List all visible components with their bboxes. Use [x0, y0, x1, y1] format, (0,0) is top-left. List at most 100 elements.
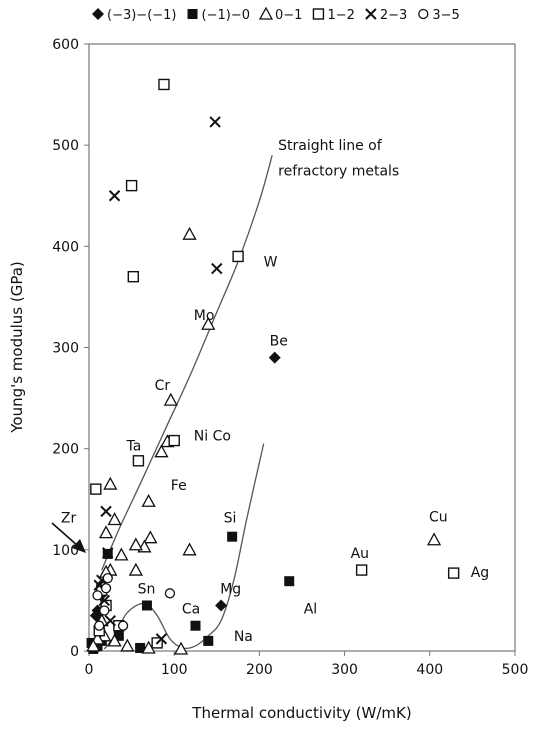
data-point — [102, 547, 114, 559]
data-point — [94, 620, 105, 631]
x-axis-ticks: 0 100 200 300 400 500 — [85, 651, 529, 678]
annotation-label: Si — [224, 511, 237, 527]
data-point — [128, 537, 143, 551]
low-curve-curve — [103, 443, 265, 650]
data-point — [107, 512, 122, 526]
legend-label: 2−3 — [380, 8, 407, 23]
legend-marker — [187, 9, 198, 19]
y-tick-label: 400 — [52, 239, 79, 255]
legend-marker — [258, 6, 274, 20]
data-point — [135, 642, 146, 653]
data-point — [98, 525, 114, 539]
annotation-label: Cr — [155, 378, 171, 394]
legend-marker — [418, 8, 429, 20]
legend-marker — [312, 8, 325, 20]
curves — [101, 155, 273, 650]
data-point — [113, 630, 124, 641]
zr-arrow — [51, 522, 79, 547]
annotation-label: Ag — [471, 565, 489, 581]
data-point — [355, 564, 368, 576]
data-point — [100, 583, 112, 594]
x-tick-label: 100 — [161, 662, 188, 678]
legend-label: (−1)−0 — [202, 8, 250, 23]
data-point — [92, 590, 103, 601]
annotation-label: Mo — [194, 308, 215, 324]
data-point — [227, 531, 238, 542]
data-point — [158, 78, 170, 91]
y-tick-label: 0 — [70, 644, 79, 660]
data-point — [107, 633, 122, 647]
data-point — [103, 476, 118, 490]
y-tick-label: 100 — [52, 543, 79, 559]
data-point — [92, 640, 103, 651]
data-point — [190, 620, 201, 631]
annotation-label: Ta — [125, 439, 141, 455]
data-points — [86, 78, 460, 655]
x-tick-label: 300 — [331, 662, 358, 678]
data-point — [114, 547, 129, 561]
annotation-label: Ni Co — [194, 429, 231, 445]
legend-label: 1−2 — [327, 8, 354, 23]
y-tick-label: 500 — [52, 138, 79, 154]
data-point — [154, 444, 169, 458]
legend: (−3)−(−1) (−1)−0 0−1 1−2 2−3 3−5 — [92, 6, 460, 23]
data-point — [163, 392, 178, 406]
refractory-line-curve — [101, 155, 273, 571]
annotation-label: Sn — [138, 581, 156, 597]
data-point — [132, 455, 145, 467]
annotation-label: Na — [234, 629, 253, 645]
data-point — [209, 116, 221, 128]
legend-label: 3−5 — [432, 8, 459, 23]
annotation-label: Be — [270, 333, 288, 349]
legend-marker — [92, 8, 104, 20]
x-tick-label: 500 — [502, 662, 529, 678]
data-point — [108, 190, 121, 202]
data-point — [120, 638, 135, 652]
annotation-label: Al — [304, 602, 317, 618]
data-point — [182, 226, 197, 240]
data-point — [141, 600, 152, 611]
data-point — [141, 493, 156, 507]
annotation-label: W — [264, 255, 278, 271]
legend-label: (−3)−(−1) — [107, 8, 177, 23]
data-point — [104, 614, 117, 627]
data-point — [143, 530, 158, 544]
y-axis-ticks: 0 100 200 300 400 500 600 — [52, 37, 89, 660]
y-tick-label: 300 — [52, 341, 79, 357]
data-point — [203, 635, 214, 646]
data-point — [168, 434, 180, 447]
annotation-label: Ca — [182, 602, 200, 618]
data-point — [426, 532, 442, 546]
y-tick-label: 600 — [52, 37, 79, 53]
data-point — [182, 542, 197, 556]
annotation-label: Mg — [220, 581, 241, 597]
annotation-label: Cu — [429, 510, 448, 526]
data-point — [447, 567, 460, 579]
annotations: Straight line of refractory metals W Mo Be Cr… — [61, 138, 489, 645]
data-point — [155, 633, 168, 645]
x-tick-label: 400 — [416, 662, 443, 678]
data-point — [125, 179, 138, 192]
x-tick-label: 0 — [85, 662, 94, 678]
data-point — [173, 641, 189, 655]
data-point — [268, 351, 281, 364]
x-tick-label: 200 — [246, 662, 273, 678]
data-point — [215, 599, 228, 612]
data-point — [100, 505, 112, 518]
plot-frame — [88, 43, 516, 652]
data-point — [128, 562, 143, 576]
annotation-label: Straight line of — [278, 138, 383, 154]
data-point — [232, 250, 244, 263]
legend-label: 0−1 — [275, 8, 302, 23]
data-point — [86, 638, 101, 652]
data-point — [127, 270, 140, 283]
y-axis-title: Young's modulus (GPa) — [8, 261, 26, 434]
data-point — [102, 573, 113, 584]
data-point — [284, 576, 295, 587]
data-point — [164, 588, 176, 599]
data-point — [201, 316, 216, 330]
data-point — [117, 620, 129, 631]
y-tick-label: 200 — [52, 442, 79, 458]
data-point — [211, 262, 223, 275]
